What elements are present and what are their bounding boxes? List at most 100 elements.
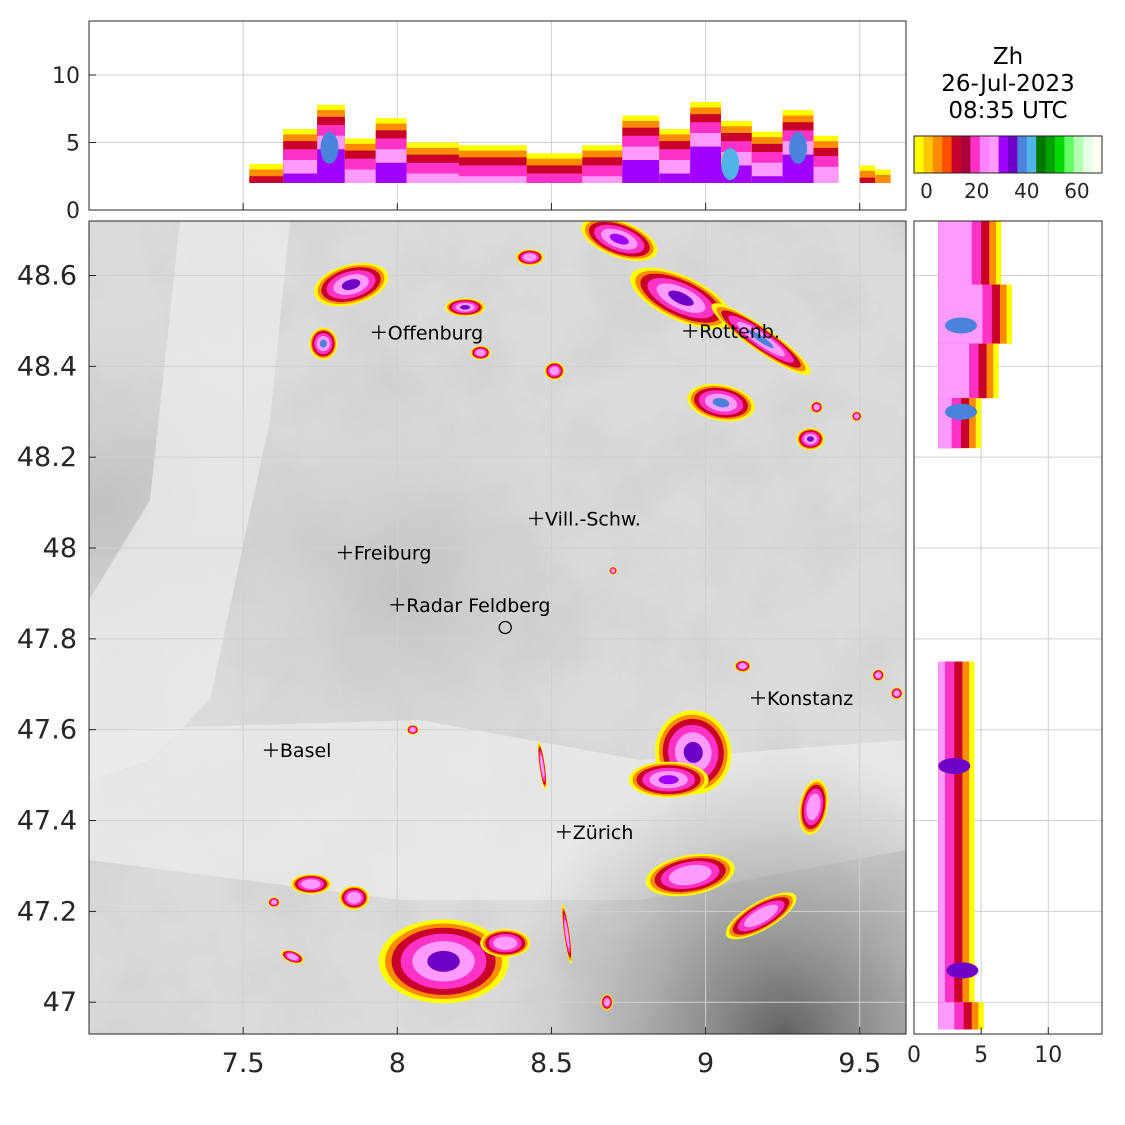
title-time: 08:35 UTC [948,98,1067,124]
map-x-tick-label: 9 [697,1048,714,1079]
map-x-tick-label: 8.5 [530,1048,573,1079]
right-echo-row [938,1002,984,1029]
colorbar-tick-label: 20 [964,179,989,203]
colorbar: 0 20 40 60 [914,136,1103,203]
city-label: Rottenb. [699,321,780,343]
city-label: Konstanz [767,688,853,710]
colorbar-swatch [1046,136,1056,173]
city-marker: Vill.-Schw. [529,508,641,530]
title-date: 26-Jul-2023 [941,71,1074,97]
colorbar-tick-label: 40 [1014,179,1039,203]
city-label: Radar Feldberg [406,595,550,617]
map-y-tick-label: 48.4 [17,351,77,382]
echo-cell [872,669,884,681]
echo-cell [796,428,824,450]
top-echo-core [789,132,807,164]
top-echo-column [527,153,582,183]
map-y-tick-label: 47.4 [17,806,77,837]
top-echo-column [814,136,839,183]
colorbar-swatch [989,136,999,173]
echo-cell [379,919,509,1003]
city-label: Freiburg [354,543,432,565]
right-echo-row [938,344,998,399]
colorbar-swatch [1064,136,1074,173]
map-y-tick-label: 48.2 [17,442,77,473]
top-echo-column [345,138,376,183]
top-echo-column [875,170,890,184]
map-y-tick-label: 47.6 [17,715,77,746]
echo-cell [811,401,823,413]
right-echo-core [946,962,978,978]
top-y-tick-label: 0 [66,199,80,224]
map-y-tick-label: 47.2 [17,896,77,927]
echo-cell [309,328,337,360]
right-echo-core [938,758,970,774]
right-echo-core [945,404,977,420]
city-marker: Konstanz [751,688,853,710]
colorbar-tick-label: 60 [1064,179,1089,203]
map-y-tick-label: 48 [43,533,77,564]
map-x-tick-label: 9.5 [838,1048,881,1079]
echo-cell [735,660,751,672]
top-echo-column [376,118,407,183]
right-panel: 0 5 10 [907,221,1102,1068]
right-echo-core [945,317,977,333]
colorbar-swatch [923,136,933,173]
top-panel: 0 5 10 [52,21,906,224]
map-x-tick-label: 7.5 [222,1048,265,1079]
title-variable: Zh [993,44,1023,70]
city-label: Vill.-Schw. [545,508,641,530]
top-y-tick-label: 5 [66,132,80,157]
colorbar-swatch [1093,136,1103,173]
echo-cell [601,994,613,1010]
echo-cell [852,411,862,421]
top-echo-column [860,165,875,183]
right-echo-row [938,662,974,1003]
city-marker: Radar Feldberg [390,595,550,617]
right-echo-row [938,285,1012,344]
echo-cell [339,886,369,910]
echo-cell [480,929,530,957]
colorbar-swatch [970,136,980,173]
map-y-tick-label: 47 [43,987,77,1018]
city-label: Offenburg [388,322,483,344]
echo-cell [891,687,903,699]
colorbar-swatch [942,136,952,173]
top-echo-core [320,132,338,164]
colorbar-swatch [1074,136,1084,173]
city-label: Basel [280,740,332,762]
top-echo-core [721,148,739,180]
right-echo-row [938,221,1001,285]
colorbar-swatch [952,136,962,173]
echo-cell [516,249,544,265]
top-echo-column [582,145,622,183]
city-marker: Offenburg [372,322,483,344]
top-echo-column [249,164,283,183]
echo-cell [545,362,565,380]
top-y-tick-label: 10 [52,64,80,89]
echo-cell [609,567,617,575]
colorbar-swatch [1017,136,1027,173]
echo-cell [268,897,280,907]
colorbar-swatch [980,136,990,173]
city-label: Zürich [573,822,634,844]
colorbar-swatch [1036,136,1046,173]
top-echo-column [659,129,690,183]
top-echo-column [407,143,459,184]
map-panel: Offenburg Rottenb. Vill.-Schw. Freiburg Rada… [17,203,921,1079]
right-x-tick-label: 5 [974,1043,988,1068]
echo-cell [471,346,491,360]
top-echo-column [283,129,317,183]
echo-cell [291,874,331,894]
top-echo-column [459,145,527,183]
top-echo-column [622,116,659,184]
colorbar-swatch [914,136,924,173]
right-x-tick-label: 10 [1034,1043,1062,1068]
colorbar-swatch [1027,136,1037,173]
top-echo-column [690,102,721,183]
echo-cell [407,725,419,735]
colorbar-swatch [1055,136,1065,173]
colorbar-swatch [961,136,971,173]
colorbar-swatch [1008,136,1018,173]
